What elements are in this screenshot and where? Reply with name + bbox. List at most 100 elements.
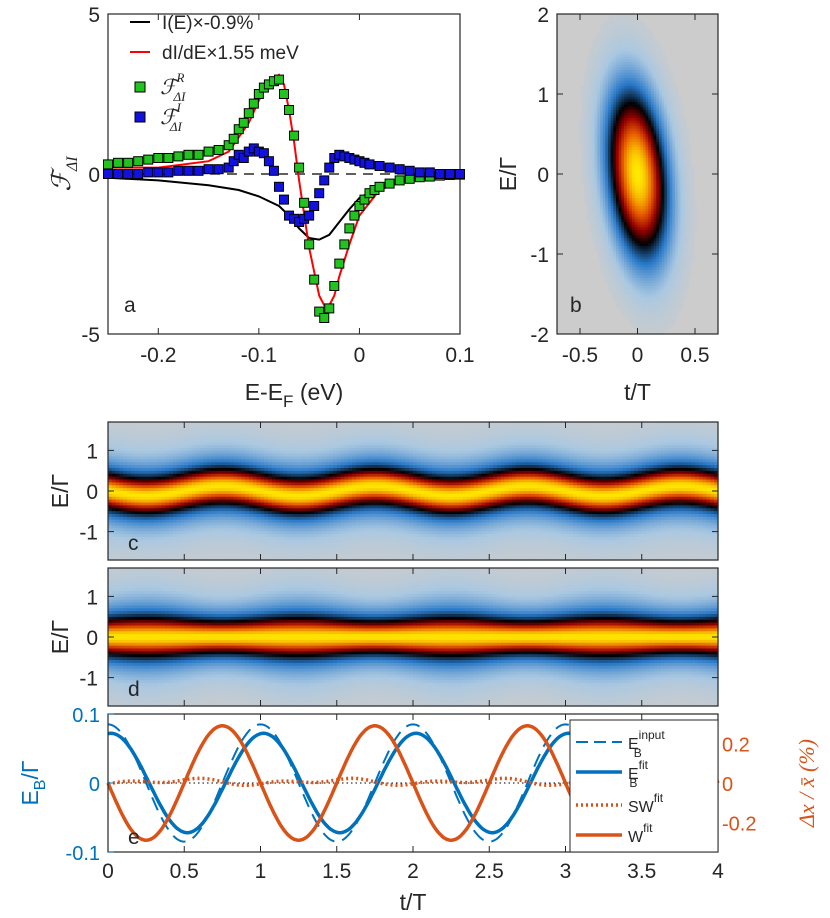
heatmap-cell-b (616, 280, 620, 284)
heatmap-cell-b (664, 142, 668, 146)
heatmap-cell-b (624, 259, 628, 263)
heatmap-cell-b (656, 131, 660, 135)
heatmap-cell-b (621, 40, 625, 44)
heatmap-cell-b (629, 168, 633, 172)
heatmap-cell-b (664, 152, 668, 156)
heatmap-cell-b (621, 243, 625, 247)
heatmap-cell-b (640, 182, 644, 186)
heatmap-cell-b (599, 123, 604, 127)
heatmap-cell-c (115, 548, 121, 552)
heatmap-cell-c (123, 424, 128, 429)
heatmap-cell-b (653, 123, 657, 127)
heatmap-cell-b (618, 294, 622, 298)
heatmap-cell-b (618, 107, 622, 111)
heatmap-cell-b (610, 168, 614, 172)
heatmap-cell-b (602, 184, 606, 188)
heatmap-cell-b (605, 136, 609, 140)
heatmap-cell-b (616, 238, 620, 242)
heatmap-cell-b (616, 158, 620, 162)
heatmap-cell-c (115, 456, 121, 460)
heatmap-cell-b (675, 280, 679, 284)
heatmap-cell-b (613, 160, 617, 164)
point-FR (243, 108, 254, 119)
heatmap-cell-b (640, 288, 644, 292)
heatmap-cell-b (667, 251, 671, 255)
heatmap-cell-b (675, 267, 679, 271)
heatmap-cell-b (629, 184, 633, 188)
heatmap-cell-b (607, 102, 612, 106)
heatmap-cell-b (624, 120, 628, 124)
heatmap-cell-b (642, 104, 647, 108)
heatmap-cell-b (685, 184, 690, 188)
heatmap-cell-b (632, 38, 636, 42)
heatmap-cell-b (642, 259, 647, 263)
heatmap-cell-b (616, 222, 620, 226)
heatmap-cell-b (688, 208, 692, 212)
heatmap-cell-b (599, 227, 604, 231)
heatmap-cell-b (661, 288, 665, 292)
heatmap-cell-b (599, 256, 604, 260)
heatmap-cell-b (640, 102, 644, 106)
heatmap-cell-b (607, 160, 612, 164)
heatmap-cell-c (119, 430, 124, 435)
heatmap-cell-b (624, 315, 628, 319)
heatmap-cell-b (667, 155, 671, 159)
heatmap-cell-b (661, 214, 665, 218)
heatmap-cell-b (677, 267, 682, 271)
heatmap-cell-b (607, 35, 612, 39)
legend-label-a: I(E)×-0.9% (162, 13, 253, 34)
heatmap-cell-b (610, 203, 614, 207)
heatmap-cell-c (123, 519, 128, 524)
heatmap-cell-b (626, 70, 631, 74)
heatmap-cell-b (613, 27, 617, 31)
heatmap-cell-b (653, 307, 657, 311)
heatmap-cell-b (675, 219, 679, 223)
heatmap-cell-b (650, 331, 655, 335)
heatmap-cell-b (667, 203, 671, 207)
heatmap-cell-b (586, 102, 590, 106)
heatmap-cell-b (613, 54, 617, 58)
heatmap-cell-b (672, 315, 676, 319)
heatmap-cell-b (613, 158, 617, 162)
heatmap-cell-b (589, 219, 593, 223)
heatmap-cell-b (613, 190, 617, 194)
heatmap-cell-b (683, 256, 687, 260)
heatmap-cell-b (616, 198, 620, 202)
heatmap-cell-b (578, 136, 582, 140)
heatmap-cell-b (669, 166, 673, 170)
heatmap-cell-b (683, 254, 687, 258)
heatmap-cell-b (586, 64, 590, 68)
heatmap-cell-b (658, 278, 663, 282)
heatmap-cell-c (108, 545, 113, 550)
heatmap-cell-b (658, 134, 663, 138)
heatmap-cell-b (597, 216, 601, 220)
heatmap-cell-b (624, 224, 628, 228)
heatmap-cell-b (626, 291, 631, 295)
heatmap-cell-b (658, 323, 663, 327)
heatmap-cell-b (605, 88, 609, 92)
heatmap-cell-b (672, 216, 676, 220)
heatmap-cell-b (607, 83, 612, 87)
heatmap-cell-b (645, 104, 649, 108)
heatmap-cell-b (645, 56, 649, 60)
heatmap-cell-b (610, 24, 614, 28)
heatmap-cell-b (610, 136, 614, 140)
heatmap-cell-b (605, 238, 609, 242)
heatmap-cell-b (650, 264, 655, 268)
heatmap-cell-b (642, 195, 647, 199)
heatmap-cell-b (594, 139, 598, 143)
heatmap-cell-b (589, 54, 593, 58)
heatmap-cell-b (648, 200, 652, 204)
heatmap-cell-b (597, 166, 601, 170)
heatmap-cell-b (683, 118, 687, 122)
heatmap-cell-b (599, 112, 604, 116)
heatmap-cell-b (610, 118, 614, 122)
heatmap-cell-b (624, 182, 628, 186)
heatmap-cell-b (677, 115, 682, 119)
heatmap-cell-b (618, 230, 622, 234)
heatmap-cell-b (642, 272, 647, 276)
heatmap-cell-b (581, 147, 585, 151)
heatmap-cell-b (664, 70, 668, 74)
heatmap-cell-b (667, 235, 671, 239)
heatmap-cell-b (626, 248, 631, 252)
